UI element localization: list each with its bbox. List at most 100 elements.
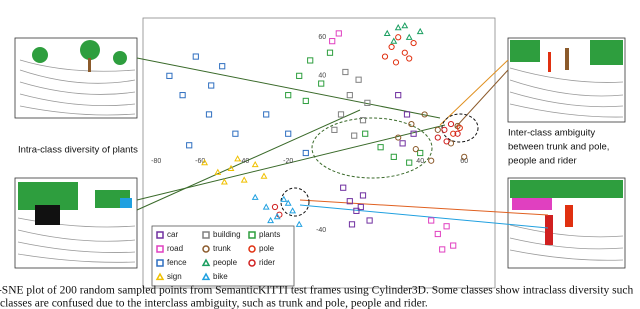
point <box>219 63 226 70</box>
point <box>441 126 448 133</box>
point <box>359 192 367 199</box>
point <box>208 82 215 89</box>
point <box>434 230 441 238</box>
caption: e classes are confused due to the interc… <box>0 298 428 309</box>
point <box>326 49 334 56</box>
point <box>381 53 389 60</box>
point <box>335 30 342 37</box>
point <box>307 57 314 64</box>
point <box>192 53 199 60</box>
point <box>280 195 288 202</box>
point <box>295 220 303 227</box>
point <box>406 55 413 62</box>
y-tick-label: 40 <box>318 73 326 80</box>
point <box>434 134 441 141</box>
point <box>364 99 371 106</box>
point <box>412 146 419 153</box>
point <box>401 22 409 29</box>
point <box>248 231 256 239</box>
point <box>202 231 210 239</box>
point <box>201 159 209 166</box>
legend-label: plants <box>259 230 280 239</box>
point <box>262 203 270 210</box>
point <box>439 246 446 253</box>
legend-label: car <box>167 230 178 239</box>
point <box>263 111 270 118</box>
point <box>395 34 402 41</box>
point <box>447 120 455 128</box>
legend-label: fence <box>167 258 187 267</box>
inset-top-left <box>14 37 138 119</box>
point <box>201 258 211 267</box>
point <box>302 149 309 157</box>
point <box>220 178 228 185</box>
point <box>156 259 164 267</box>
point <box>205 111 213 118</box>
right-annotation: Inter-class ambiguity <box>508 128 595 139</box>
point <box>248 259 256 267</box>
point <box>405 33 413 40</box>
legend-box <box>151 225 295 287</box>
point <box>390 153 397 160</box>
point <box>340 184 347 191</box>
point <box>155 272 165 281</box>
legend-label: building <box>213 230 241 239</box>
point <box>388 43 395 51</box>
inset-bottom-right <box>507 177 626 269</box>
point <box>357 203 364 211</box>
scatter: -80 -60 -40 -20 40 60 60 40 -40 car building plants… <box>151 22 468 287</box>
point <box>179 92 186 99</box>
legend: car building plants road trunk pole fence peopl… <box>151 225 295 287</box>
point <box>289 207 297 214</box>
point <box>417 149 424 157</box>
inset-top-right <box>507 37 626 123</box>
x-tick-label: -40 <box>239 158 249 165</box>
point <box>394 24 402 31</box>
point <box>156 231 164 239</box>
legend-label: rider <box>259 258 275 267</box>
point <box>395 92 402 99</box>
point <box>240 176 248 183</box>
y-tick-label: -40 <box>316 227 326 234</box>
point <box>346 198 353 205</box>
legend-label: bike <box>213 272 228 281</box>
point <box>443 138 450 145</box>
point <box>410 130 417 137</box>
legend-label: trunk <box>213 244 232 253</box>
point <box>331 126 338 133</box>
point <box>234 155 242 162</box>
legend-label: people <box>213 258 238 267</box>
point <box>362 130 369 137</box>
point <box>285 130 292 137</box>
point <box>202 245 210 253</box>
point <box>201 272 211 281</box>
point <box>390 37 398 44</box>
point <box>399 140 406 147</box>
x-tick-label: -80 <box>151 158 161 165</box>
point <box>406 159 413 166</box>
point <box>248 245 256 253</box>
point <box>186 142 193 149</box>
point <box>450 130 457 137</box>
point <box>434 126 441 133</box>
point <box>232 130 239 137</box>
point <box>410 39 417 47</box>
x-tick-label: -60 <box>195 158 205 165</box>
point <box>273 213 281 220</box>
point <box>403 111 411 118</box>
point <box>296 72 303 79</box>
point <box>260 172 268 179</box>
point <box>421 111 428 118</box>
right-annotation: people and rider <box>508 156 577 167</box>
point <box>227 164 235 172</box>
point <box>346 92 353 99</box>
point <box>251 160 259 168</box>
point <box>366 217 373 224</box>
inset-bottom-left <box>14 177 138 269</box>
point <box>392 59 400 66</box>
point <box>428 157 435 164</box>
point <box>443 223 450 230</box>
x-tick-label: 60 <box>460 158 468 165</box>
connectors <box>136 57 549 229</box>
